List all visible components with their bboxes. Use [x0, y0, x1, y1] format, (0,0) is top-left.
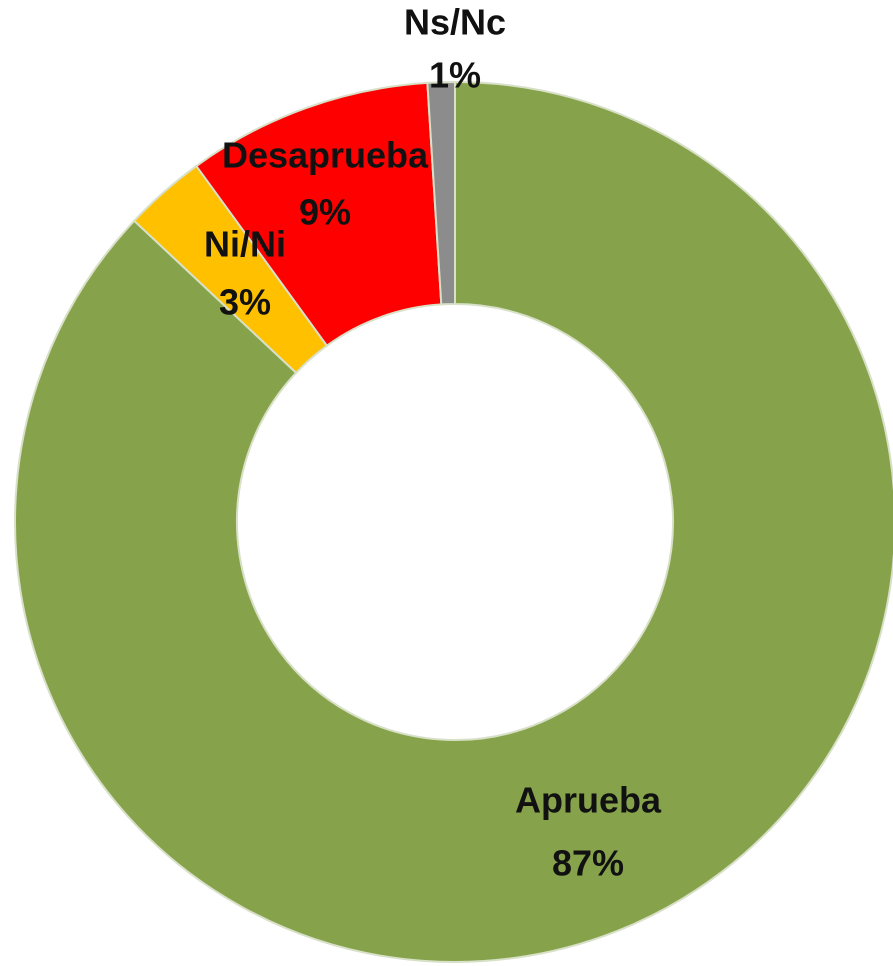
slice-value-label: 9% [299, 192, 351, 233]
donut-slice [426, 80, 456, 306]
slice-value-label: 87% [552, 843, 624, 884]
slice-label: Ns/Nc [404, 2, 506, 43]
donut-slice [14, 80, 893, 963]
slice-value-label: 3% [219, 282, 271, 323]
slice-label: Desaprueba [222, 135, 429, 176]
slice-label: Aprueba [515, 780, 662, 821]
slice-label: Ni/Ni [204, 224, 286, 265]
slice-value-label: 1% [429, 55, 481, 96]
